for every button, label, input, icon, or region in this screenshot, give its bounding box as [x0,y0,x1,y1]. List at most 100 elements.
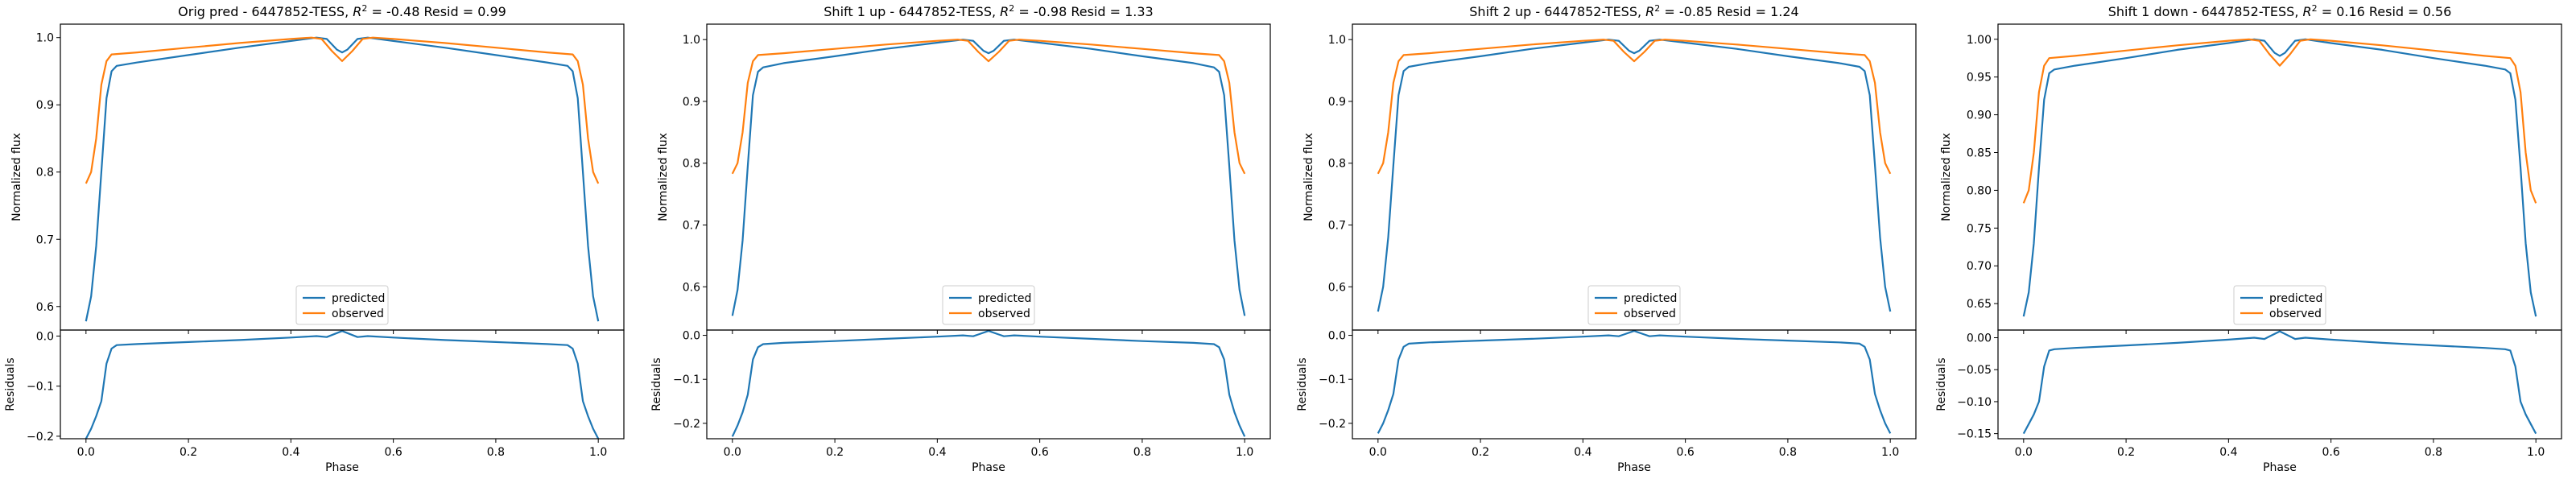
predicted-line [1377,39,1892,312]
chart-title-resid-label: Resid = [2365,4,2423,19]
residual-ylabel: Residuals [650,357,663,411]
xtick-label: 1.0 [589,446,607,459]
legend: predicted observed [942,285,1035,325]
legend-box [2233,285,2326,325]
main-ytick-label: 0.8 [683,158,700,171]
xtick-label: 0.6 [385,446,402,459]
chart-panel-2: Shift 1 up - 6447852-TESS, R2 = -0.98 Re… [650,3,1271,474]
chart-panel-3: Shift 2 up - 6447852-TESS, R2 = -0.85 Re… [1296,3,1917,474]
main-ytick-label: 0.80 [1967,184,1992,197]
chart-title-r2-value: -0.48 [386,4,419,19]
xtick-label: 0.0 [1369,446,1387,459]
residual-ytick-label: 0.0 [1328,330,1346,343]
chart-title: Shift 1 down - 6447852-TESS, R2 = 0.16 R… [2108,3,2452,19]
main-ytick-label: 0.75 [1967,222,1992,235]
main-ytick-label: 1.0 [1328,34,1346,47]
chart-title-r2-value: -0.98 [1034,4,1067,19]
chart-title-eq: = [1660,4,1679,19]
legend-box [1587,285,1681,325]
main-ytick-label: 0.70 [1967,260,1992,273]
xtick-label: 0.4 [928,446,946,459]
legend: predicted observed [295,285,389,325]
main-ytick-label: 1.0 [36,32,54,45]
main-axes-frame [60,23,625,331]
observed-line [1377,39,1892,175]
chart-title-r: R [1000,4,1009,19]
xtick-label: 0.4 [282,446,299,459]
residual-line [1377,330,1892,434]
xtick-label: 1.0 [1881,446,1899,459]
main-axes-frame [1352,23,1917,331]
chart-title-eq: = [2318,4,2337,19]
main-ytick-label: 0.9 [683,96,700,109]
main-axes-frame [1997,23,2562,331]
main-ytick-label: 0.8 [1328,158,1346,171]
residual-ytick-label: −0.1 [27,381,54,394]
chart-title: Orig pred - 6447852-TESS, R2 = -0.48 Res… [178,3,506,19]
main-ylabel: Normalized flux [1302,133,1315,221]
main-ytick-label: 0.6 [1328,281,1346,294]
main-ytick-label: 0.7 [683,219,700,232]
residual-ytick-label: 0.0 [36,330,54,343]
xtick-label: 0.8 [1133,446,1151,459]
predicted-line [2022,38,2537,317]
main-ytick-label: 1.0 [683,34,700,47]
residual-ytick-label: −0.2 [27,431,54,444]
main-ytick-label: 0.8 [36,167,54,180]
residual-axes-frame [1352,329,1917,440]
chart-title-resid-label: Resid = [1712,4,1770,19]
xtick-label: 0.8 [2425,446,2442,459]
residual-plot-area [1377,330,1892,434]
chart-title-sup: 2 [361,3,367,14]
main-ytick-label: 0.65 [1967,298,1992,311]
legend: predicted observed [1587,285,1681,325]
chart-title-r2-value: -0.85 [1679,4,1712,19]
chart-title-prefix: Shift 2 up - 6447852-TESS, [1469,4,1645,19]
residual-axes-frame [60,329,625,440]
xtick-label: 0.0 [724,446,741,459]
xtick-label: 0.8 [1779,446,1797,459]
main-axes-frame [706,23,1271,331]
legend-label-predicted: predicted [1624,292,1677,305]
observed-line [2022,38,2537,204]
main-ytick-label: 0.6 [36,301,54,314]
legend-label-predicted: predicted [978,292,1031,305]
xtick-label: 0.4 [1574,446,1591,459]
residual-ytick-label: −0.1 [673,374,700,386]
residual-plot-area [731,330,1246,437]
xlabel: Phase [1617,461,1651,474]
xtick-label: 0.2 [1472,446,1489,459]
xtick-label: 0.4 [2219,446,2237,459]
residual-ylabel: Residuals [1296,357,1309,411]
xtick-label: 1.0 [1236,446,1253,459]
chart-title-r: R [1645,4,1654,19]
residual-ytick-label: 0.0 [683,330,700,343]
xtick-label: 0.0 [77,446,95,459]
residual-plot-area [85,330,600,439]
main-ytick-label: 0.95 [1967,72,1992,85]
legend-label-observed: observed [978,308,1030,320]
chart-title: Shift 1 up - 6447852-TESS, R2 = -0.98 Re… [824,3,1153,19]
chart-title: Shift 2 up - 6447852-TESS, R2 = -0.85 Re… [1469,3,1798,19]
predicted-line [731,39,1246,316]
residual-ytick-label: −0.10 [1957,396,1992,409]
chart-title-resid-value: 0.99 [477,4,506,19]
residual-ytick-label: −0.2 [1319,418,1346,431]
main-ytick-label: 0.6 [683,281,700,294]
main-ytick-label: 0.7 [36,233,54,246]
main-ylabel: Normalized flux [1940,133,1953,221]
xtick-label: 0.8 [487,446,505,459]
main-ylabel: Normalized flux [657,133,670,221]
chart-title-r: R [2302,4,2311,19]
residual-axes-frame [706,329,1271,440]
chart-title-r2-value: 0.16 [2336,4,2365,19]
main-ytick-label: 0.85 [1967,147,1992,160]
xtick-label: 0.6 [1031,446,1049,459]
chart-title-prefix: Shift 1 up - 6447852-TESS, [824,4,1000,19]
main-ytick-label: 0.9 [1328,96,1346,109]
xlabel: Phase [325,461,359,474]
residual-line [731,330,1246,437]
main-ytick-label: 0.90 [1967,109,1992,122]
chart-title-resid-value: 0.56 [2423,4,2452,19]
